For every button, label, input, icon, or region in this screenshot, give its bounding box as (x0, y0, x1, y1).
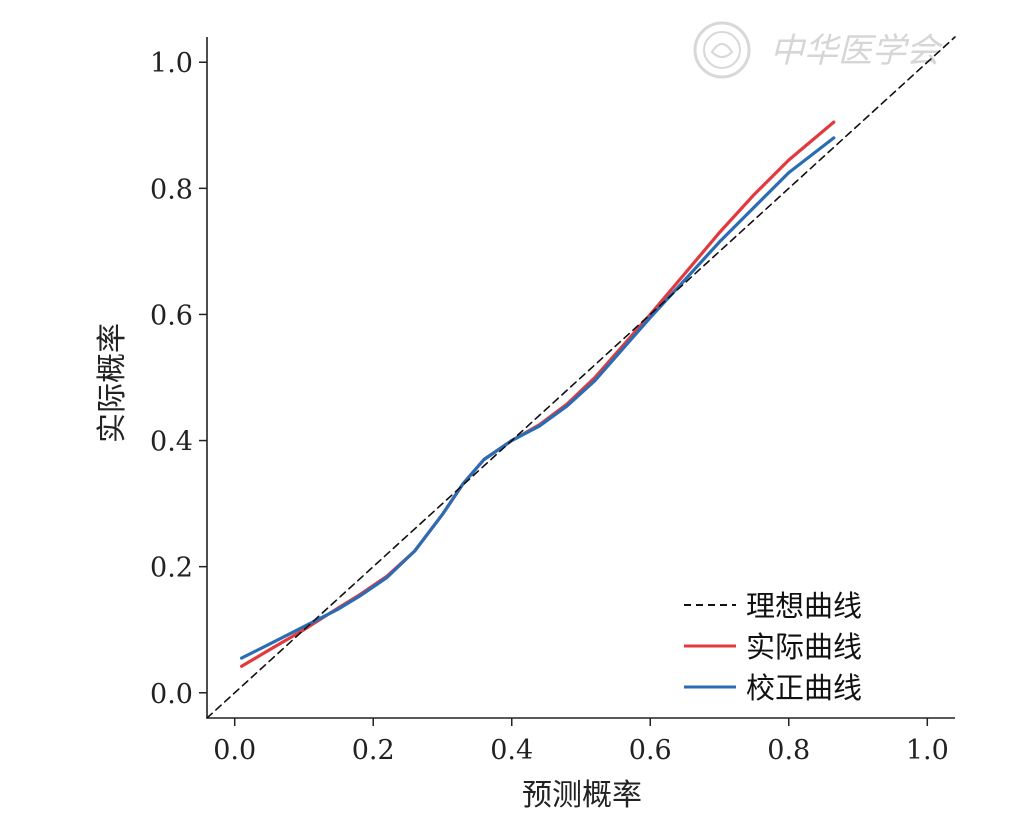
y-tick-label: 0.8 (150, 174, 193, 205)
series-line-actual (240, 120, 836, 668)
series-lines (206, 36, 956, 719)
watermark-seal-icon (693, 21, 751, 79)
y-tick-label: 0.4 (150, 427, 193, 458)
series-line-ideal (206, 36, 956, 719)
x-axis-label: 预测概率 (522, 778, 642, 813)
x-tick-label: 0.2 (352, 735, 395, 766)
legend-label: 实际曲线 (746, 630, 862, 664)
y-tick-label: 0.6 (150, 300, 193, 331)
x-tick-label: 0.0 (213, 735, 256, 766)
y-tick-label: 0.0 (150, 679, 193, 710)
axes (206, 37, 955, 719)
y-tick-label: 0.2 (150, 553, 193, 584)
watermark: 中华医学会 (693, 21, 944, 79)
x-tick-label: 0.8 (767, 735, 810, 766)
x-tick-label: 0.4 (490, 735, 533, 766)
series-line-calibrated (240, 136, 836, 660)
watermark-text: 中华医学会 (770, 31, 944, 71)
y-tick-label: 1.0 (150, 48, 193, 79)
x-axis-ticks: 0.0 0.2 0.4 0.6 0.8 1.0 (213, 718, 949, 766)
legend-label: 校正曲线 (746, 671, 862, 705)
legend-label: 理想曲线 (746, 589, 862, 623)
y-axis-label: 实际概率 (95, 323, 130, 443)
x-tick-label: 0.6 (629, 735, 672, 766)
y-axis-ticks: 0.0 0.2 0.4 0.6 0.8 1.0 (150, 48, 207, 710)
x-tick-label: 1.0 (906, 735, 949, 766)
